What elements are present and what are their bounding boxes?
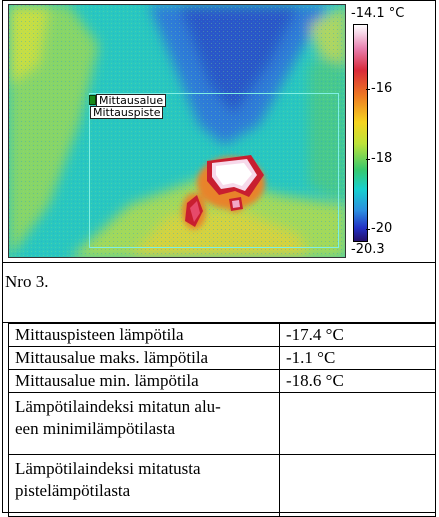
scale-tick: -18 [365, 151, 393, 166]
row-value [279, 392, 436, 455]
divider [2, 262, 436, 263]
divider [2, 322, 436, 323]
scale-tick: -20 [365, 221, 393, 236]
row-value [279, 454, 436, 517]
row-label: Lämpötilaindeksi mitatusta pistelämpötil… [8, 454, 280, 517]
row-value: -1.1 °C [279, 346, 436, 370]
row-value: -17.4 °C [279, 323, 436, 347]
scale-min-label: -20.3 [351, 242, 385, 257]
scale-tick: -16 [365, 81, 393, 96]
row-label: Lämpötilaindeksi mitatun alu- een minimi… [8, 392, 280, 455]
thermal-image-graphic [9, 5, 345, 257]
scale-max-label: -14.1 °C [351, 6, 405, 21]
row-label: Mittausalue maks. lämpötila [8, 346, 280, 370]
temperature-scale-bar [353, 24, 368, 242]
row-label: Mittausalue min. lämpötila [8, 369, 280, 393]
measurement-point-marker [89, 95, 96, 105]
measurement-point-label: Mittauspiste [90, 106, 164, 119]
measurement-area-box [89, 93, 339, 248]
row-label: Mittauspisteen lämpötila [8, 323, 280, 347]
thermal-image [8, 4, 346, 258]
table-row: Lämpötilaindeksi mitatun alu- een minimi… [8, 392, 436, 455]
table-row: Mittausalue maks. lämpötila -1.1 °C [8, 346, 436, 370]
table-row: Lämpötilaindeksi mitatusta pistelämpötil… [8, 454, 436, 517]
measurement-table: Mittauspisteen lämpötila -17.4 °C Mittau… [8, 323, 436, 517]
image-caption: Nro 3. [5, 272, 49, 291]
table-row: Mittauspisteen lämpötila -17.4 °C [8, 323, 436, 347]
row-value: -18.6 °C [279, 369, 436, 393]
table-row: Mittausalue min. lämpötila -18.6 °C [8, 369, 436, 393]
